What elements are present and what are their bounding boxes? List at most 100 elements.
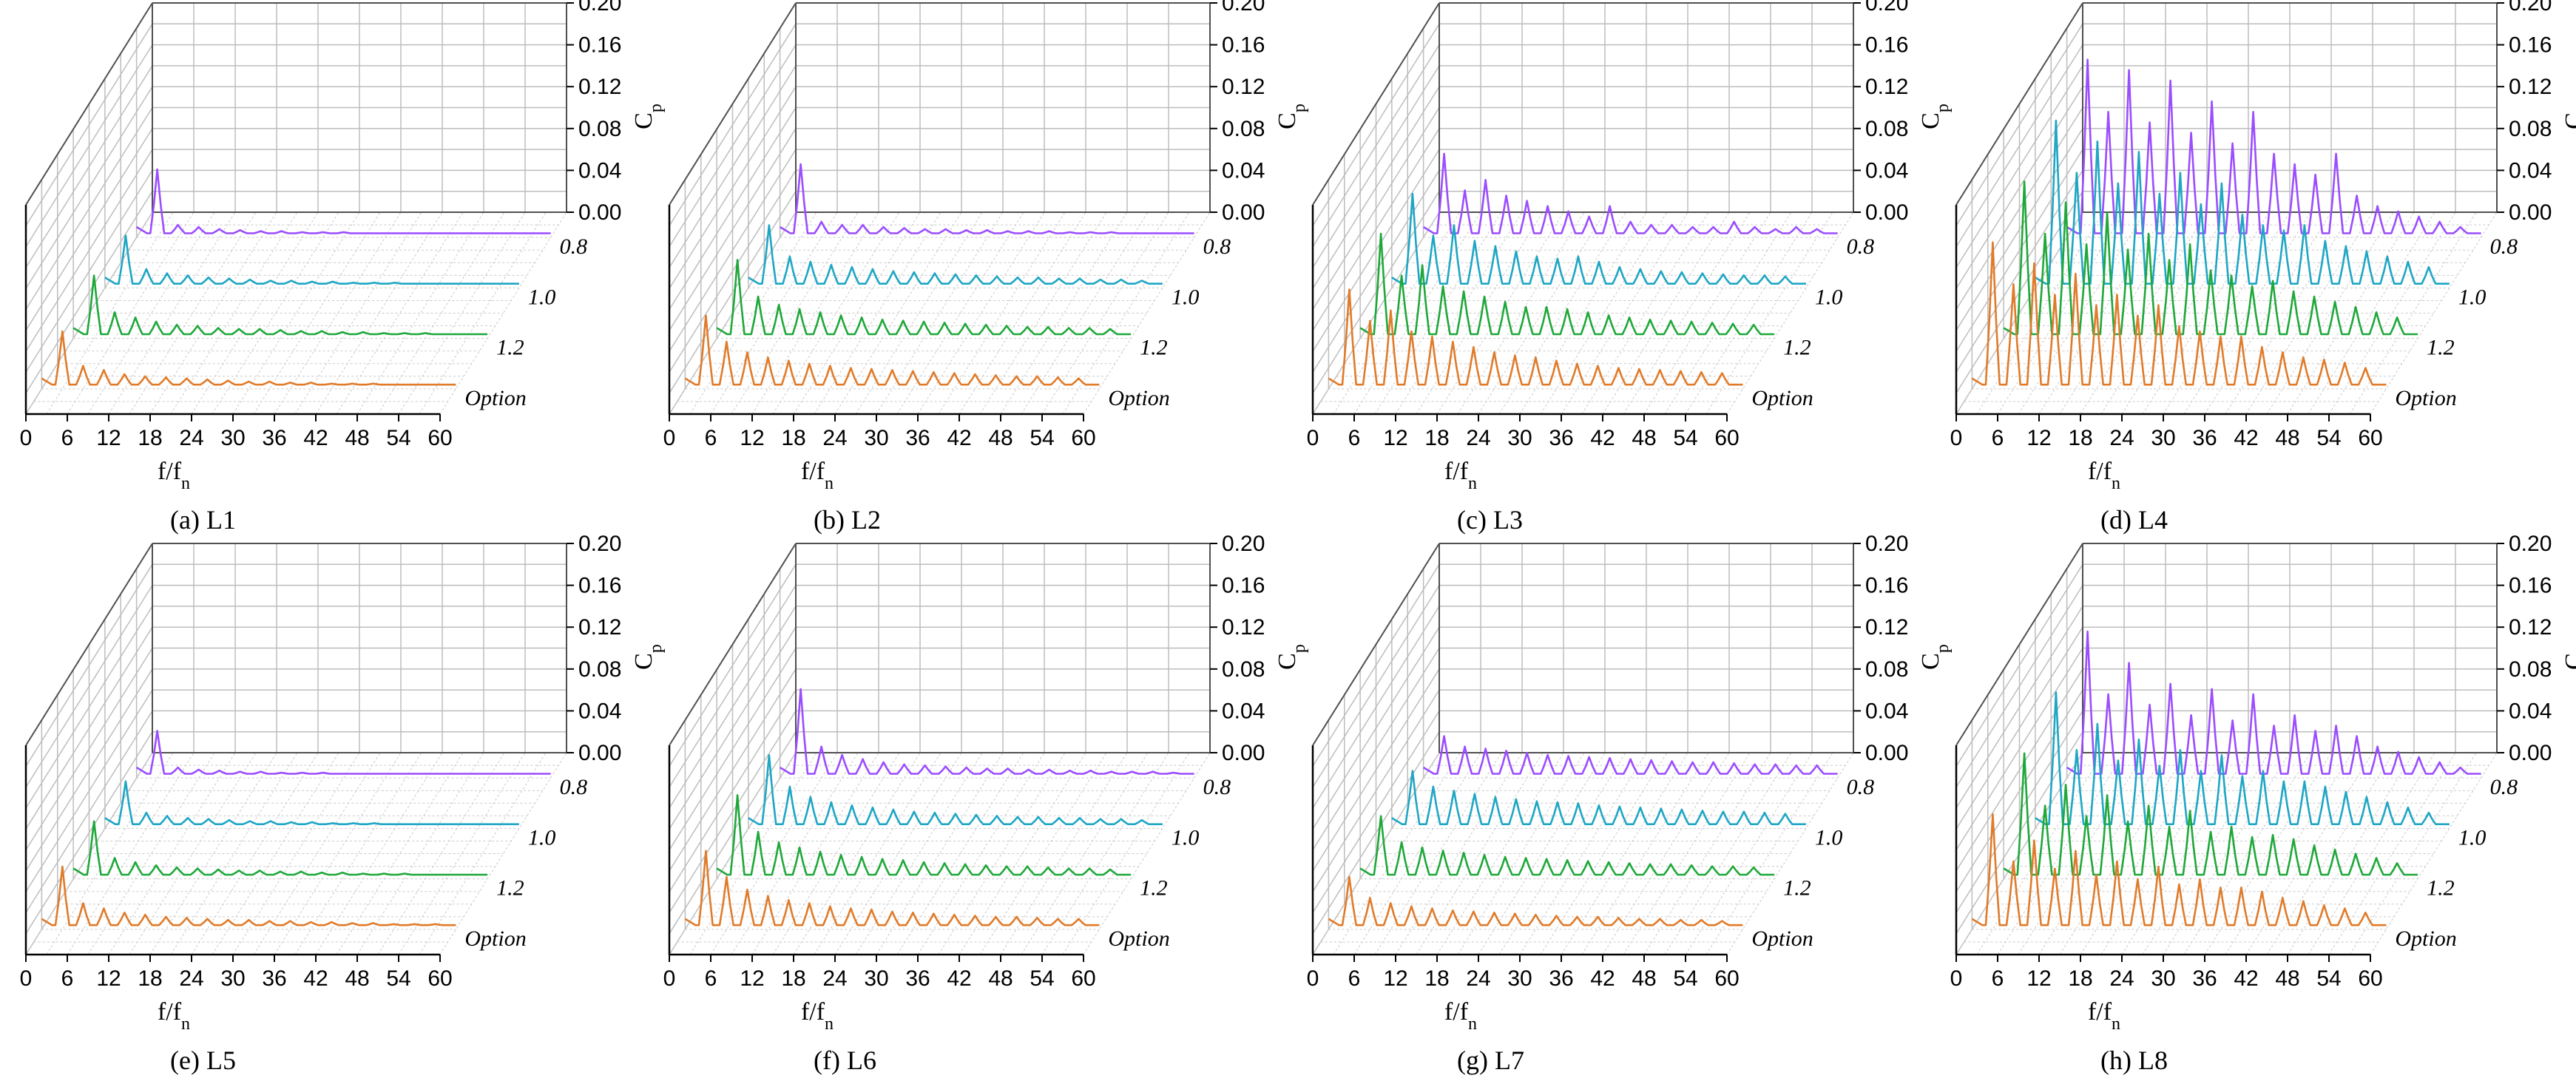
back-wall-grid: [2082, 2, 2498, 213]
x-tick-label: 42: [2234, 966, 2258, 991]
z-tick-label: 0.20: [1222, 0, 1265, 16]
series-label: 1.2: [2427, 876, 2455, 901]
x-tick-label: 54: [1030, 966, 1054, 991]
z-tick-label: 0.12: [578, 615, 621, 640]
side-wall-grid: [1312, 2, 1440, 415]
x-tick-label: 12: [740, 966, 764, 991]
panel-caption: (c) L3: [1457, 505, 1523, 535]
series-line-1-0: [748, 224, 1163, 285]
series-group: [1971, 630, 2481, 926]
series-label: 0.8: [2490, 775, 2518, 799]
series-line-option: [1971, 813, 2387, 926]
x-tick-label: 42: [2234, 426, 2258, 450]
x-axis-title: f/fn: [801, 458, 834, 493]
series-line-1-0: [104, 234, 519, 285]
x-tick-label: 48: [345, 426, 369, 450]
series-group: [684, 163, 1194, 386]
series-line-1-2: [72, 274, 488, 336]
z-tick-label: 0.08: [578, 657, 621, 682]
series-line-option: [41, 330, 456, 386]
x-tick-label: 12: [96, 966, 121, 991]
series-group: [41, 168, 551, 386]
z-tick-label: 0.08: [2509, 657, 2552, 682]
x-tick-label: 24: [1466, 426, 1490, 450]
x-tick-label: 18: [2068, 426, 2092, 450]
x-tick-label: 60: [1714, 426, 1739, 450]
z-tick-label: 0.00: [1222, 200, 1265, 225]
series-line-1-2: [72, 820, 488, 876]
x-tick-label: 24: [2109, 426, 2134, 450]
series-label: 0.8: [1847, 775, 1875, 799]
chart-svg-d: 0.8 1.0 1.2 Option 0 6 12 18 24 30 36 42 48 54 60 0.00 0…: [1950, 0, 2576, 535]
series-line-1-2: [1359, 232, 1775, 336]
z-tick-label: 0.04: [578, 158, 621, 183]
x-axis-title: f/fn: [2088, 458, 2120, 493]
x-axis-title: f/fn: [1444, 998, 1477, 1034]
panel-caption: (b) L2: [814, 505, 881, 535]
z-tick-label: 0.00: [1865, 741, 1908, 765]
z-tick-label: 0.16: [1865, 574, 1908, 598]
box-edges: [1955, 2, 2498, 414]
z-tick-label: 0.12: [578, 75, 621, 99]
series-line-1-0: [104, 780, 519, 825]
z-tick-label: 0.20: [578, 532, 621, 556]
series-line-1-0: [2035, 691, 2450, 825]
side-wall-grid: [669, 2, 797, 415]
z-tick-label: 0.20: [1222, 532, 1265, 556]
x-tick-label: 54: [1673, 966, 1697, 991]
x-tick-label: 54: [2316, 426, 2341, 450]
x-tick-label: 54: [386, 426, 410, 450]
series-label: 1.2: [1783, 336, 1811, 360]
z-tick-label: 0.20: [578, 0, 621, 16]
back-wall-grid: [1439, 2, 1854, 213]
z-tick-label: 0.16: [1222, 574, 1265, 598]
x-tick-label: 36: [1549, 966, 1573, 991]
series-line-1-2: [1359, 815, 1775, 876]
x-tick-label: 54: [2316, 966, 2341, 991]
x-tick-label: 18: [781, 966, 805, 991]
z-tick-label: 0.04: [1865, 699, 1908, 723]
z-axis-title: Cp: [1274, 104, 1309, 129]
x-axis-title: f/fn: [158, 998, 190, 1034]
x-tick-label: 0: [663, 426, 676, 450]
x-tick-label: 18: [1424, 966, 1449, 991]
series-line-option: [41, 865, 456, 926]
series-label: 1.2: [1140, 876, 1168, 901]
series-group: [684, 688, 1194, 926]
chart-panel-a: 0.8 1.0 1.2 Option 0 6 12 18 24 30 36 42 48 54 60 0.00 0…: [0, 0, 666, 540]
series-line-option: [684, 850, 1100, 926]
z-tick-label: 0.16: [2509, 33, 2552, 58]
x-tick-label: 6: [1348, 966, 1361, 991]
z-tick-label: 0.08: [1222, 657, 1265, 682]
x-tick-label: 48: [988, 966, 1013, 991]
x-tick-label: 12: [1383, 426, 1407, 450]
z-tick-label: 0.20: [1865, 0, 1908, 16]
series-line-option: [1971, 241, 2387, 386]
z-tick-label: 0.00: [1865, 200, 1908, 225]
x-tick-label: 42: [303, 426, 328, 450]
x-tick-label: 24: [179, 966, 203, 991]
series-label: 0.8: [560, 234, 588, 259]
side-wall-grid: [1955, 543, 2083, 955]
x-tick-label: 48: [345, 966, 369, 991]
series-line-1-0: [2035, 119, 2450, 285]
series-group: [1971, 58, 2481, 386]
series-label: Option: [1751, 926, 1813, 951]
z-tick-label: 0.00: [2509, 200, 2552, 225]
x-tick-label: 30: [2151, 426, 2175, 450]
series-label: Option: [2395, 386, 2456, 410]
x-tick-label: 60: [427, 966, 452, 991]
z-tick-label: 0.08: [578, 117, 621, 141]
x-tick-label: 36: [2192, 426, 2217, 450]
series-label: 1.0: [1815, 825, 1843, 850]
x-tick-label: 18: [781, 426, 805, 450]
chart-svg-f: 0.8 1.0 1.2 Option 0 6 12 18 24 30 36 42 48 54 60 0.00 0…: [663, 532, 1309, 1075]
back-wall-grid: [152, 543, 567, 753]
series-line-option: [684, 314, 1100, 386]
series-line-0-8: [135, 730, 551, 775]
x-tick-label: 6: [1992, 426, 2004, 450]
side-wall-grid: [25, 543, 153, 955]
box-edges: [669, 543, 1211, 955]
box-edges: [1312, 543, 1854, 955]
